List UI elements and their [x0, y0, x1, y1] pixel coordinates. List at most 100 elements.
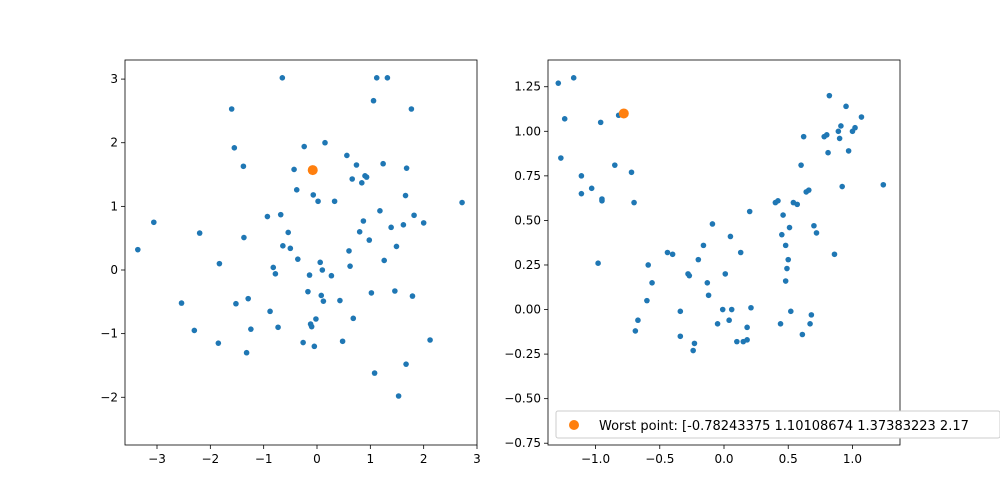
left-data-point	[308, 323, 315, 330]
left-y-tick-label: −1	[100, 327, 118, 341]
right-y-axis: −0.75 −0.50 −0.25 0.00 0.25 0.50 0.75 1.00 1.25	[504, 80, 548, 450]
right-data-point	[597, 119, 604, 126]
right-data-point	[644, 297, 650, 304]
left-data-point	[317, 259, 324, 266]
right-data-point	[555, 80, 562, 86]
right-worst-point-marker	[618, 108, 629, 119]
legend-marker	[569, 420, 579, 430]
left-scatter-plot: −3 −2 −1 0 1 2 3 −2 −1 0 1 2 3	[100, 59, 481, 466]
left-data-point	[306, 272, 313, 278]
right-y-tick-label: 0.75	[514, 169, 541, 183]
right-scatter-plot: −1.0 −0.5 0.0 0.5 1.0 −0.75 −0.50 −0.25 0.00 0.2…	[504, 59, 901, 466]
right-data-point	[831, 251, 838, 258]
left-y-axis: −2 −1 0 1 2 3	[100, 72, 125, 404]
right-data-point	[561, 116, 568, 122]
right-data-point	[808, 312, 815, 318]
right-data-point	[852, 124, 858, 131]
right-data-point	[746, 208, 753, 215]
right-worst-point	[618, 108, 629, 119]
right-data-point	[734, 338, 740, 345]
left-data-point	[295, 256, 301, 262]
right-data-point	[858, 114, 865, 120]
right-y-tick-label: 0.25	[514, 258, 541, 272]
right-data-point	[588, 185, 595, 192]
right-x-axis: −1.0 −0.5 0.0 0.5 1.0	[581, 445, 862, 466]
right-data-point	[578, 190, 585, 197]
right-data-point	[782, 278, 789, 284]
right-data-point	[632, 328, 639, 334]
left-data-point	[245, 295, 251, 302]
right-data-point	[782, 242, 789, 249]
left-data-point	[319, 267, 326, 273]
right-plot-frame	[547, 59, 901, 446]
right-x-tick-label: 0.5	[779, 452, 798, 466]
left-data-point	[360, 218, 367, 224]
right-data-point	[785, 256, 792, 263]
right-y-tick-label: 0.50	[514, 213, 541, 227]
left-data-point	[363, 174, 370, 180]
right-data-point	[635, 317, 641, 324]
left-data-point	[328, 272, 335, 279]
left-data-point	[301, 143, 308, 150]
right-data-point	[836, 135, 843, 142]
left-data-point	[322, 139, 328, 146]
right-data-point	[649, 280, 655, 286]
right-data-point	[677, 308, 684, 315]
left-plot-frame	[124, 59, 478, 446]
left-data-point	[371, 370, 378, 376]
left-data-point	[339, 338, 346, 345]
left-data-points	[135, 75, 465, 399]
left-data-point	[279, 75, 286, 81]
left-data-point	[353, 162, 360, 168]
left-data-point	[280, 243, 286, 249]
left-data-point	[377, 208, 383, 214]
left-data-point	[310, 192, 317, 198]
left-data-point	[151, 219, 157, 226]
left-data-point	[285, 229, 292, 236]
right-data-point	[780, 212, 786, 218]
right-data-point	[570, 75, 577, 81]
right-data-point	[578, 173, 585, 179]
left-data-point	[409, 293, 416, 299]
right-data-point	[709, 221, 716, 227]
left-data-point	[291, 166, 297, 173]
left-data-point	[403, 361, 409, 367]
right-data-point	[595, 260, 601, 266]
left-data-point	[384, 75, 391, 81]
left-x-axis: −3 −2 −1 0 1 2 3	[148, 445, 481, 466]
left-data-point	[388, 224, 394, 231]
left-data-point	[347, 263, 353, 269]
left-x-tick-label: 0	[313, 452, 321, 466]
left-data-point	[275, 324, 281, 331]
left-data-point	[315, 198, 321, 205]
right-data-point	[811, 222, 817, 229]
left-y-tick-label: 3	[110, 72, 118, 86]
left-data-point	[346, 248, 352, 254]
left-data-point	[228, 106, 235, 112]
right-data-point	[748, 304, 754, 311]
left-data-point	[459, 199, 465, 206]
right-data-point	[705, 292, 712, 299]
right-x-tick-label: −0.5	[645, 452, 674, 466]
left-data-point	[318, 292, 325, 299]
left-data-point	[393, 243, 400, 250]
right-data-point	[691, 340, 698, 347]
left-data-point	[287, 245, 294, 252]
right-data-point	[825, 149, 831, 156]
right-data-point	[843, 103, 849, 110]
left-data-point	[337, 297, 343, 304]
right-data-point	[719, 306, 726, 313]
right-data-point	[669, 251, 676, 258]
right-y-tick-label: 0.00	[514, 303, 541, 317]
right-data-point	[728, 306, 735, 313]
left-data-point	[196, 230, 203, 236]
right-data-point	[777, 321, 784, 327]
left-data-point	[381, 257, 388, 264]
left-data-point	[368, 290, 375, 296]
left-data-point	[344, 152, 350, 159]
left-data-point	[272, 271, 279, 277]
left-data-point	[400, 222, 407, 228]
right-data-point	[823, 132, 830, 138]
left-worst-point	[307, 165, 318, 176]
